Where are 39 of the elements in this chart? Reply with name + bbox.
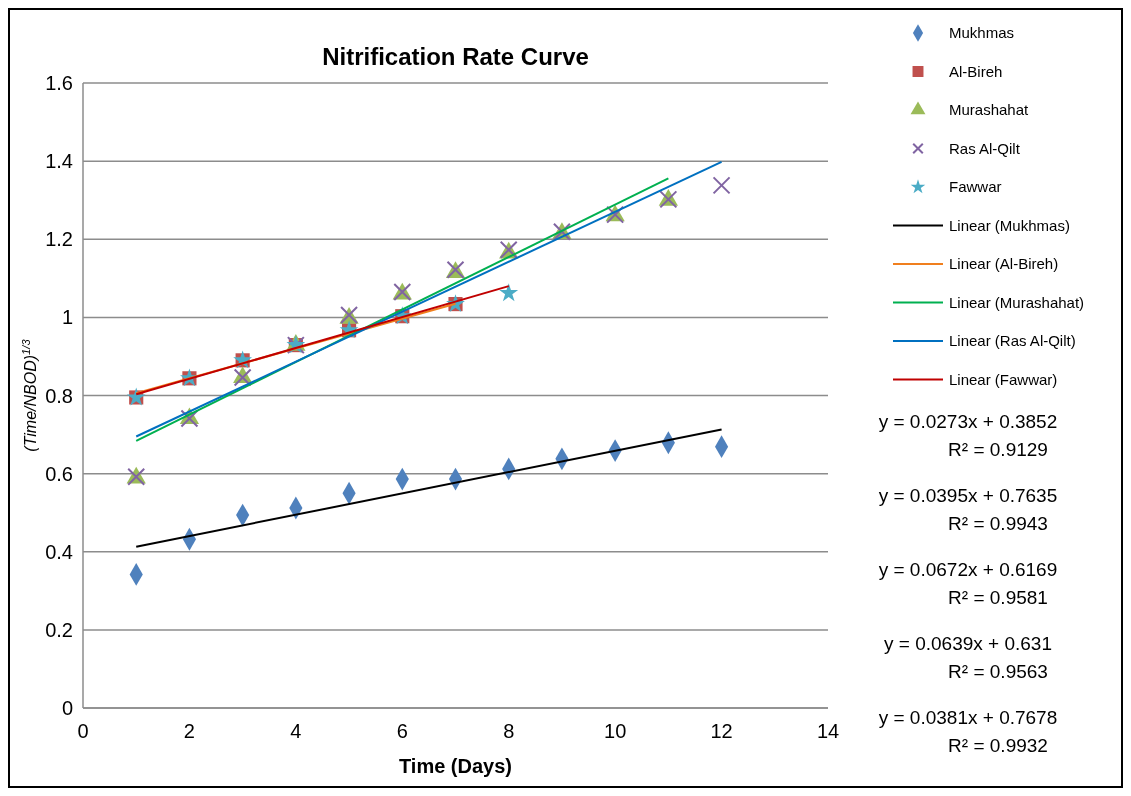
x-tick-label: 10 [604, 720, 627, 742]
x-tick-label: 14 [816, 720, 840, 742]
legend-label: Murashahat [949, 101, 1030, 118]
x-tick-label: 12 [710, 720, 733, 742]
x-tick-label: 2 [183, 720, 195, 742]
legend-label: Linear (Murashahat) [949, 293, 1085, 311]
legend-label: Linear (Mukhmas) [949, 216, 1070, 234]
text: R² = 0.9581 [948, 587, 1048, 608]
y-tick-label: 1 [61, 306, 73, 329]
legend-label: Linear (Ras Al-Qilt) [949, 332, 1076, 349]
x-tick-label: 0 [77, 720, 89, 742]
x-tick-label: 8 [503, 720, 515, 742]
legend-label: Linear (Fawwar) [949, 370, 1058, 388]
text: y = 0.0381x + 0.7678 [878, 707, 1058, 728]
x-axis-title: Time (Days) [398, 755, 513, 777]
y-tick-label: 0.2 [45, 618, 73, 641]
text: y = 0.0639x + 0.631 [884, 633, 1052, 654]
y-tick-label: 0.8 [45, 384, 73, 407]
y-tick-label: 1.2 [45, 228, 73, 251]
text: y = 0.0273x + 0.3852 [878, 411, 1058, 432]
x-tick-label: 6 [396, 720, 408, 742]
y-tick-label: 1.4 [45, 150, 73, 173]
legend-label: Al-Bireh [949, 62, 1003, 80]
legend-label: Fawwar [949, 178, 1002, 195]
text: R² = 0.9943 [948, 513, 1048, 534]
y-tick-label: 1.6 [45, 72, 73, 94]
legend-label: Ras Al-Qilt [949, 139, 1021, 157]
legend-label: Linear (Al-Bireh) [949, 255, 1059, 272]
legend-label: Mukhmas [949, 24, 1015, 41]
y-tick-label: 0 [61, 697, 73, 719]
text: R² = 0.9129 [948, 439, 1048, 460]
text: R² = 0.9932 [948, 735, 1048, 756]
text: R² = 0.9563 [948, 661, 1048, 682]
y-tick-label: 0.4 [45, 540, 73, 563]
chart-title: Nitrification Rate Curve [322, 43, 589, 70]
y-tick-label: 0.6 [45, 462, 73, 485]
text: y = 0.0395x + 0.7635 [878, 485, 1058, 506]
text: y = 0.0672x + 0.6169 [878, 559, 1058, 580]
x-tick-label: 4 [290, 720, 302, 742]
